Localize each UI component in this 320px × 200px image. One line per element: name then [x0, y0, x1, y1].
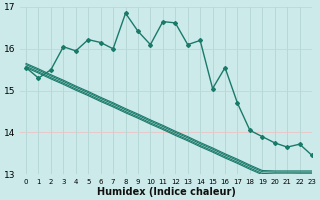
- X-axis label: Humidex (Indice chaleur): Humidex (Indice chaleur): [97, 187, 236, 197]
